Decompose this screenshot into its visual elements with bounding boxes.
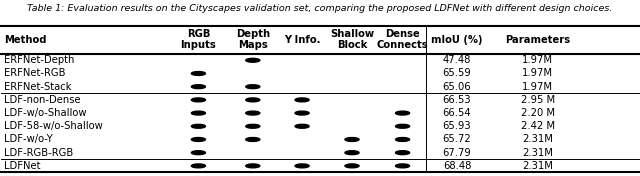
Text: LDF-w/o-Shallow: LDF-w/o-Shallow xyxy=(4,108,87,118)
Text: Shallow
Block: Shallow Block xyxy=(330,29,374,50)
Text: Parameters: Parameters xyxy=(505,35,570,45)
Text: ERFNet-Stack: ERFNet-Stack xyxy=(4,82,72,92)
Text: Method: Method xyxy=(4,35,47,45)
Text: 65.93: 65.93 xyxy=(443,121,471,131)
Circle shape xyxy=(295,98,309,102)
Text: 66.54: 66.54 xyxy=(443,108,471,118)
Circle shape xyxy=(295,111,309,115)
Text: LDF-w/o-Y: LDF-w/o-Y xyxy=(4,134,53,144)
Text: RGB
Inputs: RGB Inputs xyxy=(180,29,216,50)
Circle shape xyxy=(191,71,205,75)
Text: LDF-non-Dense: LDF-non-Dense xyxy=(4,95,81,105)
Text: 2.31M: 2.31M xyxy=(522,161,553,171)
Circle shape xyxy=(345,164,359,168)
Text: 2.95 M: 2.95 M xyxy=(520,95,555,105)
Text: 2.20 M: 2.20 M xyxy=(520,108,555,118)
Text: Dense
Connects: Dense Connects xyxy=(377,29,428,50)
Text: LDFNet: LDFNet xyxy=(4,161,41,171)
Circle shape xyxy=(345,151,359,155)
Circle shape xyxy=(396,164,410,168)
Text: LDF-58-w/o-Shallow: LDF-58-w/o-Shallow xyxy=(4,121,103,131)
Circle shape xyxy=(246,164,260,168)
Circle shape xyxy=(191,98,205,102)
Circle shape xyxy=(345,138,359,142)
Circle shape xyxy=(246,138,260,142)
Text: 2.31M: 2.31M xyxy=(522,134,553,144)
Circle shape xyxy=(191,85,205,89)
Circle shape xyxy=(295,124,309,128)
Circle shape xyxy=(396,138,410,142)
Circle shape xyxy=(396,151,410,155)
Circle shape xyxy=(396,124,410,128)
Text: 65.59: 65.59 xyxy=(443,68,471,78)
Text: 66.53: 66.53 xyxy=(443,95,471,105)
Text: ERFNet-Depth: ERFNet-Depth xyxy=(4,55,75,65)
Text: 47.48: 47.48 xyxy=(443,55,471,65)
Circle shape xyxy=(246,85,260,89)
Circle shape xyxy=(246,124,260,128)
Text: 67.79: 67.79 xyxy=(443,148,471,158)
Circle shape xyxy=(191,164,205,168)
Text: 1.97M: 1.97M xyxy=(522,55,553,65)
Text: 65.06: 65.06 xyxy=(443,82,471,92)
Circle shape xyxy=(396,111,410,115)
Text: 2.31M: 2.31M xyxy=(522,148,553,158)
Text: 65.72: 65.72 xyxy=(443,134,471,144)
Text: 2.42 M: 2.42 M xyxy=(520,121,555,131)
Text: 1.97M: 1.97M xyxy=(522,68,553,78)
Text: 68.48: 68.48 xyxy=(443,161,471,171)
Text: ERFNet-RGB: ERFNet-RGB xyxy=(4,68,66,78)
Text: Y Info.: Y Info. xyxy=(284,35,321,45)
Circle shape xyxy=(191,124,205,128)
Circle shape xyxy=(191,151,205,155)
Circle shape xyxy=(246,98,260,102)
Text: LDF-RGB-RGB: LDF-RGB-RGB xyxy=(4,148,74,158)
Circle shape xyxy=(295,164,309,168)
Text: 1.97M: 1.97M xyxy=(522,82,553,92)
Circle shape xyxy=(246,111,260,115)
Circle shape xyxy=(246,58,260,62)
Text: Table 1: Evaluation results on the Cityscapes validation set, comparing the prop: Table 1: Evaluation results on the Citys… xyxy=(28,4,612,13)
Text: Depth
Maps: Depth Maps xyxy=(236,29,270,50)
Circle shape xyxy=(191,111,205,115)
Circle shape xyxy=(191,138,205,142)
Text: mIoU (%): mIoU (%) xyxy=(431,35,483,45)
